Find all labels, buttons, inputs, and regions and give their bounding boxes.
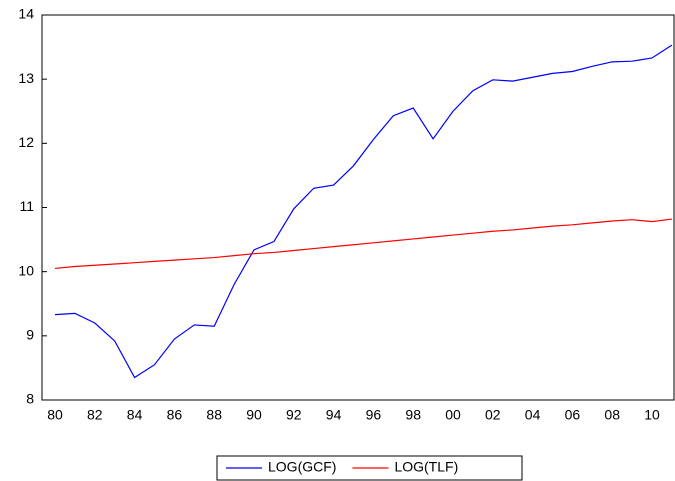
x-tick-label: 86: [167, 407, 183, 423]
x-tick-label: 06: [565, 407, 581, 423]
x-tick-label: 94: [326, 407, 342, 423]
x-tick-label: 96: [366, 407, 382, 423]
plot-frame: [41, 14, 675, 401]
legend-label: LOG(TLF): [394, 459, 458, 475]
x-tick-label: 04: [525, 407, 541, 423]
x-tick-label: 98: [405, 407, 421, 423]
x-tick-label: 10: [644, 407, 660, 423]
x-tick-label: 82: [87, 407, 103, 423]
x-tick-label: 00: [445, 407, 461, 423]
x-tick-label: 80: [47, 407, 63, 423]
x-tick-label: 02: [485, 407, 501, 423]
x-tick-label: 88: [206, 407, 222, 423]
y-tick-label: 8: [26, 391, 34, 407]
x-tick-label: 08: [604, 407, 620, 423]
line-series: [54, 44, 673, 379]
y-tick-label: 9: [26, 327, 34, 343]
y-tick-label: 13: [18, 70, 34, 86]
x-tick-label: 92: [286, 407, 302, 423]
legend-label: LOG(GCF): [268, 459, 336, 475]
x-tick-label: 90: [246, 407, 262, 423]
y-tick-label: 11: [19, 198, 34, 214]
y-tick-label: 12: [18, 134, 34, 150]
line-series: [54, 218, 672, 270]
y-tick-label: 10: [18, 262, 34, 278]
x-tick-label: 84: [127, 407, 143, 423]
y-tick-label: 14: [18, 6, 34, 22]
